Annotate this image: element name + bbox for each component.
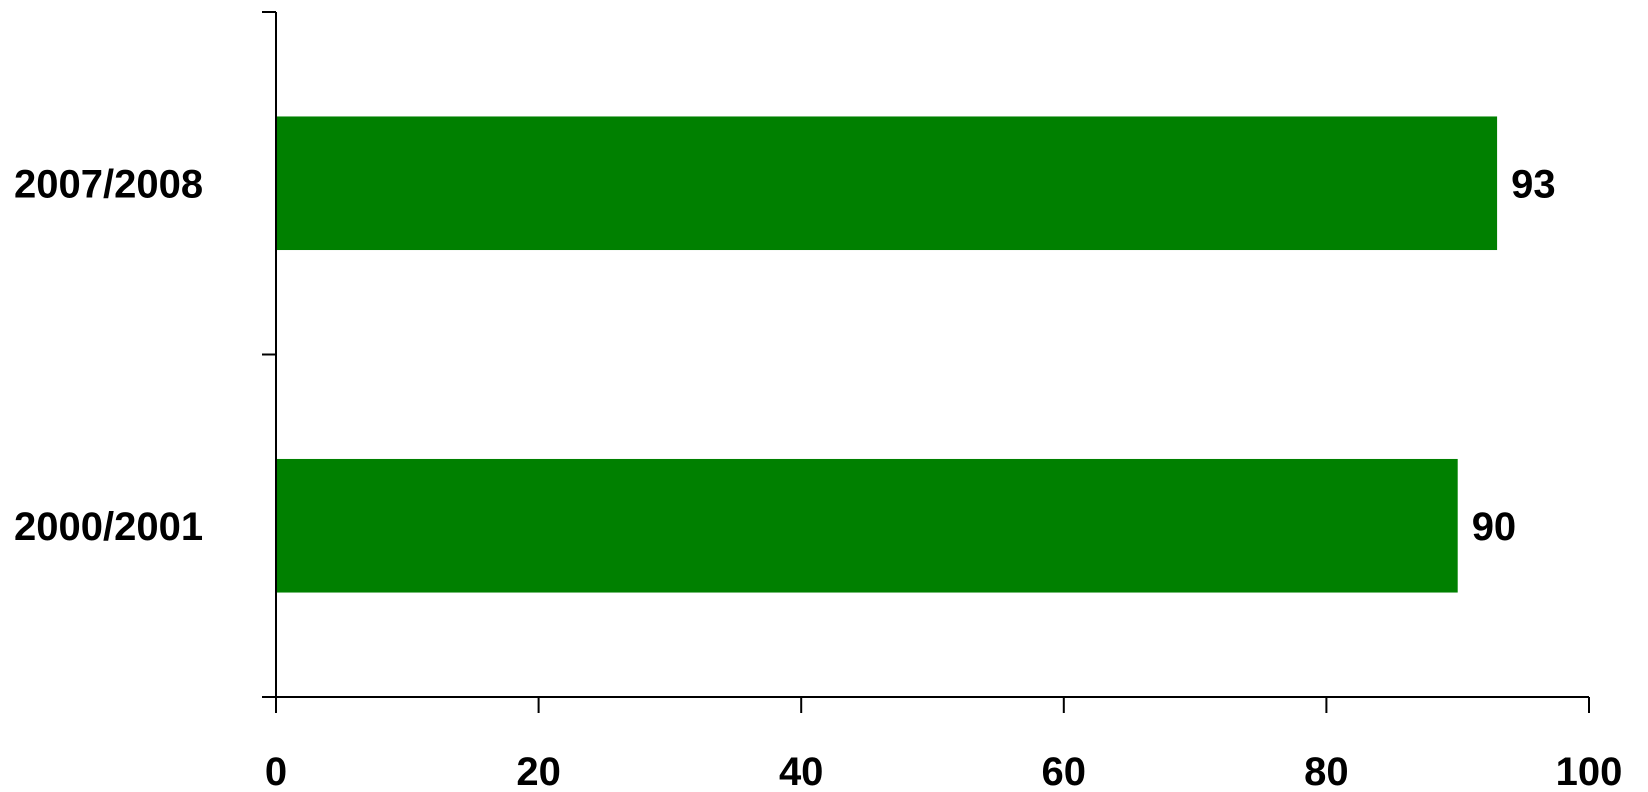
category-label: 2000/2001: [14, 505, 203, 549]
category-label: 2007/2008: [14, 162, 203, 206]
x-tick-label: 40: [779, 750, 824, 792]
bar: [276, 116, 1498, 251]
bar: [276, 458, 1458, 593]
data-label: 93: [1511, 162, 1556, 206]
x-tick-label: 60: [1042, 750, 1087, 792]
x-tick-label: 80: [1304, 750, 1349, 792]
category-labels-group: 2007/2008 2000/2001: [14, 162, 203, 549]
axes-group: [262, 12, 1589, 698]
value-labels-group: 93 90: [1472, 162, 1556, 549]
data-label: 90: [1472, 505, 1517, 549]
y-ticks-group: [262, 11, 276, 698]
x-ticks-group: [275, 697, 1590, 713]
x-tick-label: 100: [1556, 750, 1623, 792]
bars-group: [276, 116, 1498, 593]
x-tick-label: 0: [265, 750, 287, 792]
x-tick-labels-group: 0 20 40 60 80 100: [265, 750, 1623, 792]
x-tick-label: 20: [516, 750, 561, 792]
